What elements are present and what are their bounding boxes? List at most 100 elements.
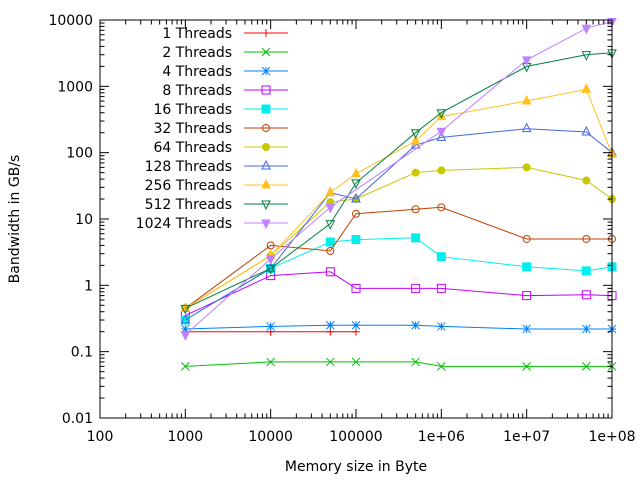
x-tick-label: 10000	[248, 429, 293, 445]
x-tick-label: 1e+07	[503, 429, 550, 445]
y-tick-label: 1	[84, 278, 93, 294]
data-point	[522, 262, 532, 272]
series-4	[180, 267, 617, 321]
data-point	[325, 237, 335, 247]
data-point	[410, 129, 421, 139]
data-point	[266, 241, 275, 250]
data-point	[581, 83, 592, 93]
data-point	[522, 291, 532, 301]
data-point	[262, 143, 270, 151]
data-point	[261, 200, 271, 211]
legend-label: 512 Threads	[145, 197, 232, 213]
data-point	[351, 320, 361, 330]
y-tick-label: 10000	[48, 13, 93, 29]
data-point	[522, 163, 531, 172]
axis-ticks	[99, 19, 613, 419]
data-point	[436, 131, 447, 141]
data-point	[581, 24, 592, 35]
data-point	[325, 267, 335, 277]
x-tick-label: 100	[87, 429, 114, 445]
data-point	[436, 362, 446, 371]
data-point	[261, 219, 271, 230]
data-point	[581, 362, 591, 371]
data-point	[582, 176, 591, 185]
series-9	[180, 83, 617, 312]
data-point	[582, 234, 591, 243]
x-tick-label: 1000	[168, 429, 204, 445]
legend-label: 128 Threads	[145, 159, 232, 175]
data-point	[410, 134, 421, 145]
data-point	[262, 124, 270, 132]
legend-entry: 16 Threads	[153, 102, 288, 118]
data-point	[351, 283, 361, 293]
y-tick-label: 0.1	[71, 345, 93, 361]
plot-marks	[180, 17, 617, 371]
x-tick-label: 1e+06	[418, 429, 465, 445]
legend-entry: 4 Threads	[162, 64, 288, 80]
data-point	[436, 127, 447, 138]
data-point	[325, 357, 335, 367]
series-line	[184, 21, 613, 336]
data-point	[522, 234, 531, 243]
legend-entry: 8 Threads	[162, 83, 288, 99]
data-point	[351, 192, 361, 203]
data-point	[180, 313, 191, 324]
data-point	[581, 125, 592, 136]
data-point	[261, 178, 271, 189]
legend-label: 2 Threads	[162, 45, 232, 61]
data-point	[581, 290, 591, 300]
data-point	[351, 179, 361, 190]
data-point	[325, 320, 335, 330]
data-point	[261, 104, 271, 114]
x-tick-label: 1e+08	[588, 429, 635, 445]
data-point	[261, 66, 271, 76]
data-point	[351, 235, 361, 245]
data-point	[522, 324, 532, 334]
data-point	[411, 205, 420, 214]
legend-entry: 128 Threads	[145, 159, 288, 175]
data-point	[265, 255, 276, 266]
series-line	[185, 52, 613, 309]
data-point	[436, 110, 447, 121]
series-line	[185, 128, 613, 321]
data-point	[411, 233, 421, 243]
legend-entry: 1 Threads	[162, 26, 288, 42]
series-2	[180, 357, 617, 371]
legend-label: 16 Threads	[153, 102, 232, 118]
data-point	[581, 324, 591, 334]
data-point	[436, 109, 447, 119]
data-point	[411, 320, 420, 330]
data-point	[437, 166, 446, 175]
legend-entry: 1024 Threads	[136, 216, 288, 232]
data-point	[411, 283, 421, 293]
series-line	[185, 324, 612, 330]
x-axis-title: Memory size in Byte	[285, 459, 427, 475]
data-point	[265, 264, 276, 275]
legend: 1 Threads 2 Threads 4 Threads 8 Threads 16 T…	[136, 26, 288, 232]
y-axis-title: Bandwidth in GB/s	[7, 155, 23, 284]
data-point	[436, 252, 446, 262]
legend-label: 8 Threads	[162, 83, 232, 99]
data-point	[266, 357, 276, 367]
data-point	[411, 168, 420, 177]
series-line	[185, 361, 612, 367]
data-point	[581, 51, 592, 61]
tick-labels: 100 1000 10000 100000 1e+06 1e+07 1e+08 0.01 0.1…	[48, 13, 635, 445]
data-point	[325, 186, 336, 197]
x-tick-label: 100000	[329, 429, 382, 445]
legend-label: 1 Threads	[162, 26, 232, 42]
series-8	[180, 122, 617, 324]
data-point	[437, 203, 446, 212]
data-point	[180, 331, 191, 341]
series-line	[185, 206, 612, 309]
data-point	[326, 246, 335, 255]
data-point	[581, 266, 591, 276]
legend-label: 1024 Threads	[136, 216, 232, 232]
legend-entry: 2 Threads	[162, 45, 288, 61]
y-tick-label: 100	[66, 146, 93, 162]
legend-entry: 512 Threads	[145, 197, 288, 213]
y-tick-label: 10	[75, 212, 93, 228]
data-point	[325, 203, 336, 214]
series-11	[180, 17, 617, 341]
